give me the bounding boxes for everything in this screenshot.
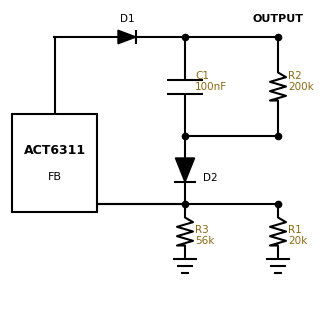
Text: OUTPUT: OUTPUT [252, 14, 304, 24]
Bar [12, 114, 97, 212]
Text: FB: FB [48, 172, 61, 182]
Text: D2: D2 [203, 173, 217, 183]
Text: C1
100nF: C1 100nF [195, 71, 227, 92]
Text: R2
200k: R2 200k [288, 71, 314, 92]
Text: D1: D1 [120, 14, 134, 24]
Text: R1
20k: R1 20k [288, 225, 307, 246]
Text: R3
56k: R3 56k [195, 225, 215, 246]
Polygon shape [118, 30, 136, 44]
Text: ACT6311: ACT6311 [23, 145, 85, 158]
Polygon shape [176, 158, 195, 182]
